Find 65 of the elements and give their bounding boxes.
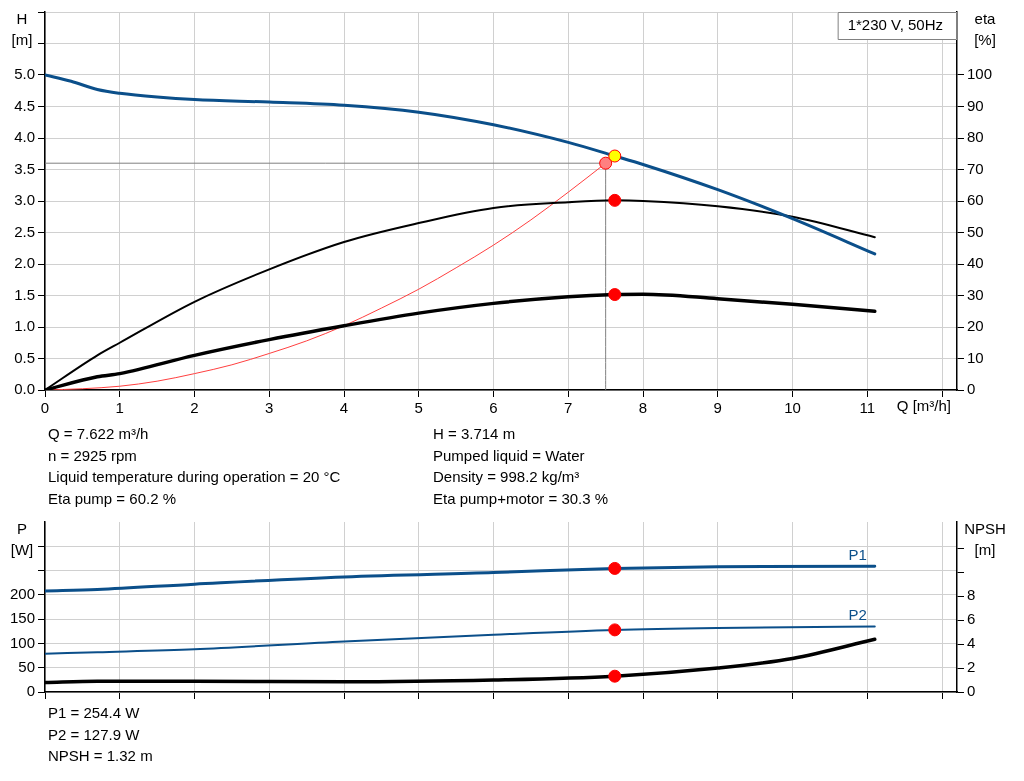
x-tick-label: 4	[339, 399, 349, 417]
y2-tick-label: 30	[967, 285, 984, 303]
y-tick-label: 0.0	[14, 380, 35, 398]
y2-tick-label: 0	[967, 380, 976, 398]
y2-tick-label: 90	[967, 96, 984, 114]
text: H = 3.714 m	[433, 424, 517, 444]
text: Eta pump = 60.2 %	[48, 488, 177, 509]
x-tick-label: 2	[190, 399, 199, 417]
y-tick-label: 2.5	[14, 222, 35, 240]
y-tick-label: 0	[26, 682, 35, 700]
y-tick-label: 5.0	[14, 65, 35, 83]
y2-tick-label: 4	[967, 634, 976, 652]
x-tick-label: 9	[713, 399, 722, 417]
y2-tick-label: 70	[967, 159, 984, 177]
y-axis-title: H [m]	[11, 10, 33, 49]
y2-tick-label: 40	[967, 254, 984, 272]
x-tick-label: 7	[564, 399, 573, 417]
y-tick-label: 200	[9, 585, 35, 602]
chart-title: 1*230 V, 50Hz	[847, 16, 944, 34]
y-tick-label: 1.0	[14, 317, 35, 335]
y2-tick-label: 50	[967, 222, 984, 240]
text: P1 = 254.4 W	[48, 703, 141, 723]
series-label: P2	[848, 606, 867, 624]
y-tick-label: 3.5	[14, 159, 35, 177]
x-tick-label: 1	[115, 399, 124, 417]
y-axis-title: P [W]	[10, 520, 34, 559]
x-tick-label: 3	[265, 399, 274, 417]
y2-tick-label: 60	[967, 191, 984, 209]
y-tick-label: 3.0	[14, 191, 35, 209]
y-tick-label: 100	[9, 633, 35, 651]
text: n = 2925 rpm	[48, 445, 138, 466]
y-tick-label: 1.5	[14, 285, 35, 303]
y-tick-label: 50	[18, 657, 35, 675]
y-tick-label: 0.5	[14, 348, 35, 366]
x-tick-label: 8	[638, 399, 648, 417]
text: Density = 998.2 kg/m³	[433, 467, 581, 487]
x-tick-label: 11	[859, 399, 876, 417]
text: Liquid temperature during operation = 20 °C	[48, 467, 342, 487]
y-tick-label: 4.0	[14, 128, 35, 146]
y-tick-label: 4.5	[14, 96, 35, 114]
text: Pumped liquid = Water	[433, 445, 586, 466]
y2-tick-label: 10	[967, 348, 984, 366]
y2-tick-label: 8	[967, 586, 976, 604]
text: Eta pump+motor = 30.3 %	[433, 488, 610, 509]
x-tick-label: 0	[40, 399, 50, 417]
y2-tick-label: 100	[967, 65, 993, 83]
x-axis-title: Q [m³/h]	[896, 396, 951, 414]
line-series	[45, 625, 876, 655]
y2-tick-label: 0	[967, 682, 976, 700]
x-tick-label: 5	[414, 399, 423, 417]
y2-axis-title: NPSH [m]	[964, 520, 1006, 559]
line-series	[45, 73, 877, 256]
y2-tick-label: 6	[967, 610, 976, 628]
x-tick-label: 10	[784, 399, 801, 417]
y-tick-label: 2.0	[14, 254, 35, 272]
y2-tick-label: 80	[967, 128, 984, 146]
y-tick-label: 150	[9, 609, 35, 627]
y2-axis-title: eta [%]	[974, 10, 997, 49]
y2-tick-label: 20	[967, 317, 984, 335]
text: Q = 7.622 m³/h	[48, 424, 150, 444]
text: NPSH = 1.32 m	[48, 746, 154, 766]
series-label: P1	[848, 545, 867, 563]
text: P2 = 127.9 W	[48, 724, 141, 745]
y2-tick-label: 2	[967, 658, 976, 676]
x-tick-label: 6	[489, 399, 498, 417]
